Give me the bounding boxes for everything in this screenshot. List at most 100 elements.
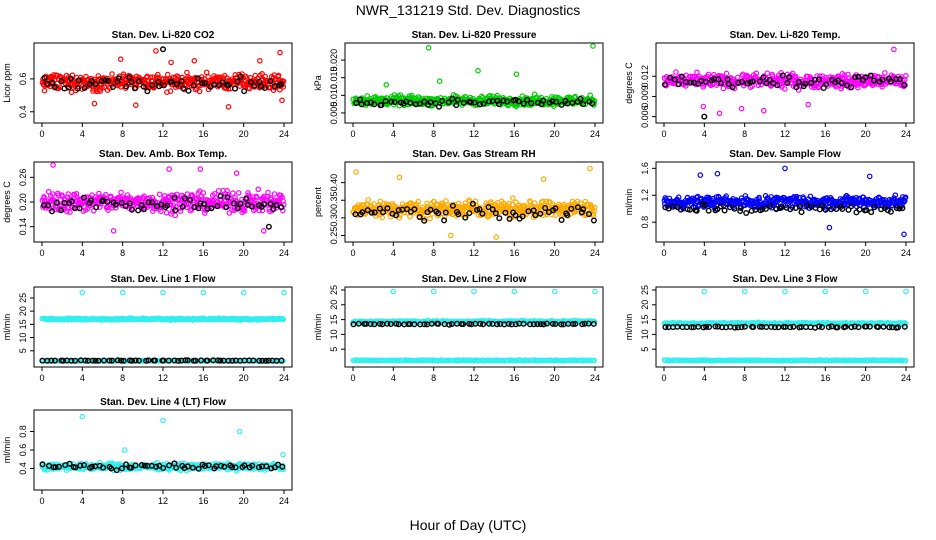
data-point xyxy=(569,99,576,106)
data-point xyxy=(158,201,165,208)
data-point xyxy=(353,99,360,106)
x-tick-label: 20 xyxy=(550,129,560,139)
data-point xyxy=(721,207,728,214)
x-tick-label: 12 xyxy=(469,373,479,383)
data-point xyxy=(739,78,746,85)
data-point xyxy=(572,320,579,327)
x-tick-label: 16 xyxy=(820,129,830,139)
x-tick-label: 8 xyxy=(431,373,436,383)
data-point xyxy=(243,195,250,202)
data-point xyxy=(187,196,194,203)
data-point xyxy=(140,206,147,213)
data-point xyxy=(364,207,371,214)
data-point xyxy=(903,72,909,79)
x-tick-label: 24 xyxy=(279,129,289,139)
data-point xyxy=(471,99,478,106)
data-point xyxy=(169,208,176,215)
data-point xyxy=(880,323,887,330)
data-point xyxy=(230,190,236,197)
data-point xyxy=(460,321,467,328)
data-point xyxy=(114,357,121,364)
data-point xyxy=(756,78,763,85)
data-point xyxy=(378,102,385,109)
data-point xyxy=(786,74,793,81)
outlier-point xyxy=(353,169,359,175)
data-point xyxy=(215,82,222,89)
data-point xyxy=(764,70,771,77)
y-tick-label: 0.30 xyxy=(329,209,339,227)
data-point xyxy=(232,195,238,201)
data-point xyxy=(416,214,423,221)
outlier-point xyxy=(436,78,443,85)
data-point xyxy=(802,80,809,87)
data-point xyxy=(184,69,190,76)
data-point xyxy=(772,324,779,331)
outlier-point xyxy=(166,166,172,172)
data-point xyxy=(259,357,266,364)
data-point xyxy=(185,87,192,94)
data-point xyxy=(88,77,95,84)
panel-title: Stan. Dev. Li-820 CO2 xyxy=(112,30,215,41)
data-point xyxy=(265,357,272,364)
x-tick-label: 8 xyxy=(742,129,747,139)
outlier-point xyxy=(700,103,707,110)
data-point xyxy=(175,357,182,364)
data-point xyxy=(737,207,744,214)
x-tick-label: 4 xyxy=(391,129,396,139)
data-point xyxy=(101,84,108,91)
data-point xyxy=(436,103,443,110)
y-axis-label: Licor ppm xyxy=(2,63,12,103)
data-point xyxy=(172,207,179,214)
y-tick-label: 20 xyxy=(329,300,339,310)
data-point xyxy=(713,357,720,364)
data-point xyxy=(427,206,434,213)
data-point xyxy=(427,215,433,222)
data-point xyxy=(167,88,174,94)
data-point xyxy=(58,78,65,85)
x-tick-label: 12 xyxy=(158,248,168,258)
data-point xyxy=(591,357,597,364)
outlier-point xyxy=(200,289,207,296)
data-point xyxy=(705,71,712,78)
data-point xyxy=(454,96,461,103)
data-point xyxy=(45,202,52,209)
data-point xyxy=(506,200,512,207)
data-point xyxy=(232,72,239,78)
y-tick-label: 0.005 xyxy=(329,102,339,125)
data-point xyxy=(428,320,435,327)
data-point xyxy=(723,70,730,77)
x-tick-label: 12 xyxy=(780,129,790,139)
y-tick-label: 0.40 xyxy=(329,174,339,192)
data-point xyxy=(895,324,902,331)
x-tick-label: 8 xyxy=(120,248,125,258)
y-tick-label: 5 xyxy=(329,347,339,352)
data-point xyxy=(167,201,174,208)
data-point xyxy=(798,209,805,216)
data-point xyxy=(870,77,877,84)
data-point xyxy=(98,81,105,88)
data-point xyxy=(118,189,124,196)
outlier-point xyxy=(79,289,86,296)
data-point xyxy=(688,324,695,331)
outlier-point xyxy=(425,44,432,51)
data-point xyxy=(902,357,909,364)
data-point xyxy=(590,217,597,224)
outlier-point xyxy=(701,113,708,120)
y-tick-label: 0.010 xyxy=(329,84,339,107)
data-point xyxy=(396,357,402,364)
data-point xyxy=(53,199,60,206)
data-point xyxy=(128,357,135,364)
outlier-point xyxy=(862,288,869,295)
data-point xyxy=(41,87,48,94)
data-point xyxy=(816,323,823,330)
data-point xyxy=(82,357,89,364)
data-point xyxy=(822,206,829,213)
data-point xyxy=(404,206,411,213)
data-point xyxy=(579,321,586,328)
data-point xyxy=(534,321,541,328)
data-point xyxy=(74,85,81,92)
x-tick-label: 4 xyxy=(80,373,85,383)
data-point xyxy=(109,83,116,90)
data-point xyxy=(393,212,400,219)
data-point xyxy=(99,84,105,91)
